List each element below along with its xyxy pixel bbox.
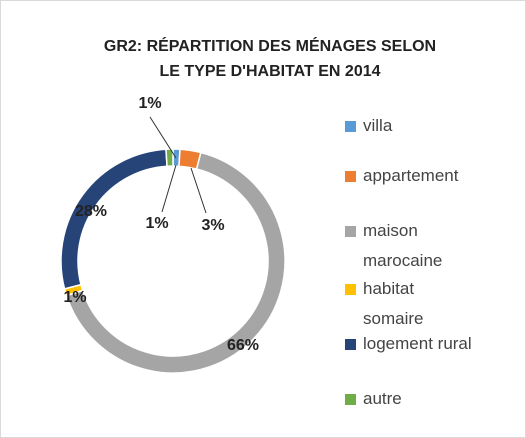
legend-label: habitat somaire: [363, 279, 423, 328]
value-label: 3%: [201, 217, 224, 234]
leader-line: [190, 167, 207, 214]
value-label: 1%: [138, 95, 161, 112]
legend-label: villa: [363, 116, 393, 135]
legend-label: autre: [363, 389, 402, 408]
value-label: 1%: [145, 215, 168, 232]
legend-swatch: [345, 226, 356, 237]
chart-title: GR2: RÉPARTITION DES MÉNAGES SELON LE TYP…: [104, 36, 436, 80]
legend-label: maison marocaine: [363, 221, 442, 270]
doughnut-slice: [165, 148, 174, 167]
value-label: 66%: [227, 337, 259, 354]
legend-swatch: [345, 121, 356, 132]
value-label: 1%: [63, 289, 86, 306]
legend-swatch: [345, 394, 356, 405]
legend-swatch: [345, 171, 356, 182]
leader-line: [149, 116, 177, 159]
value-label: 28%: [75, 203, 107, 220]
legend-swatch: [345, 284, 356, 295]
leader-line: [161, 164, 177, 213]
legend-swatch: [345, 339, 356, 350]
legend-label: appartement: [363, 166, 459, 185]
legend-label: logement rural: [363, 334, 472, 353]
